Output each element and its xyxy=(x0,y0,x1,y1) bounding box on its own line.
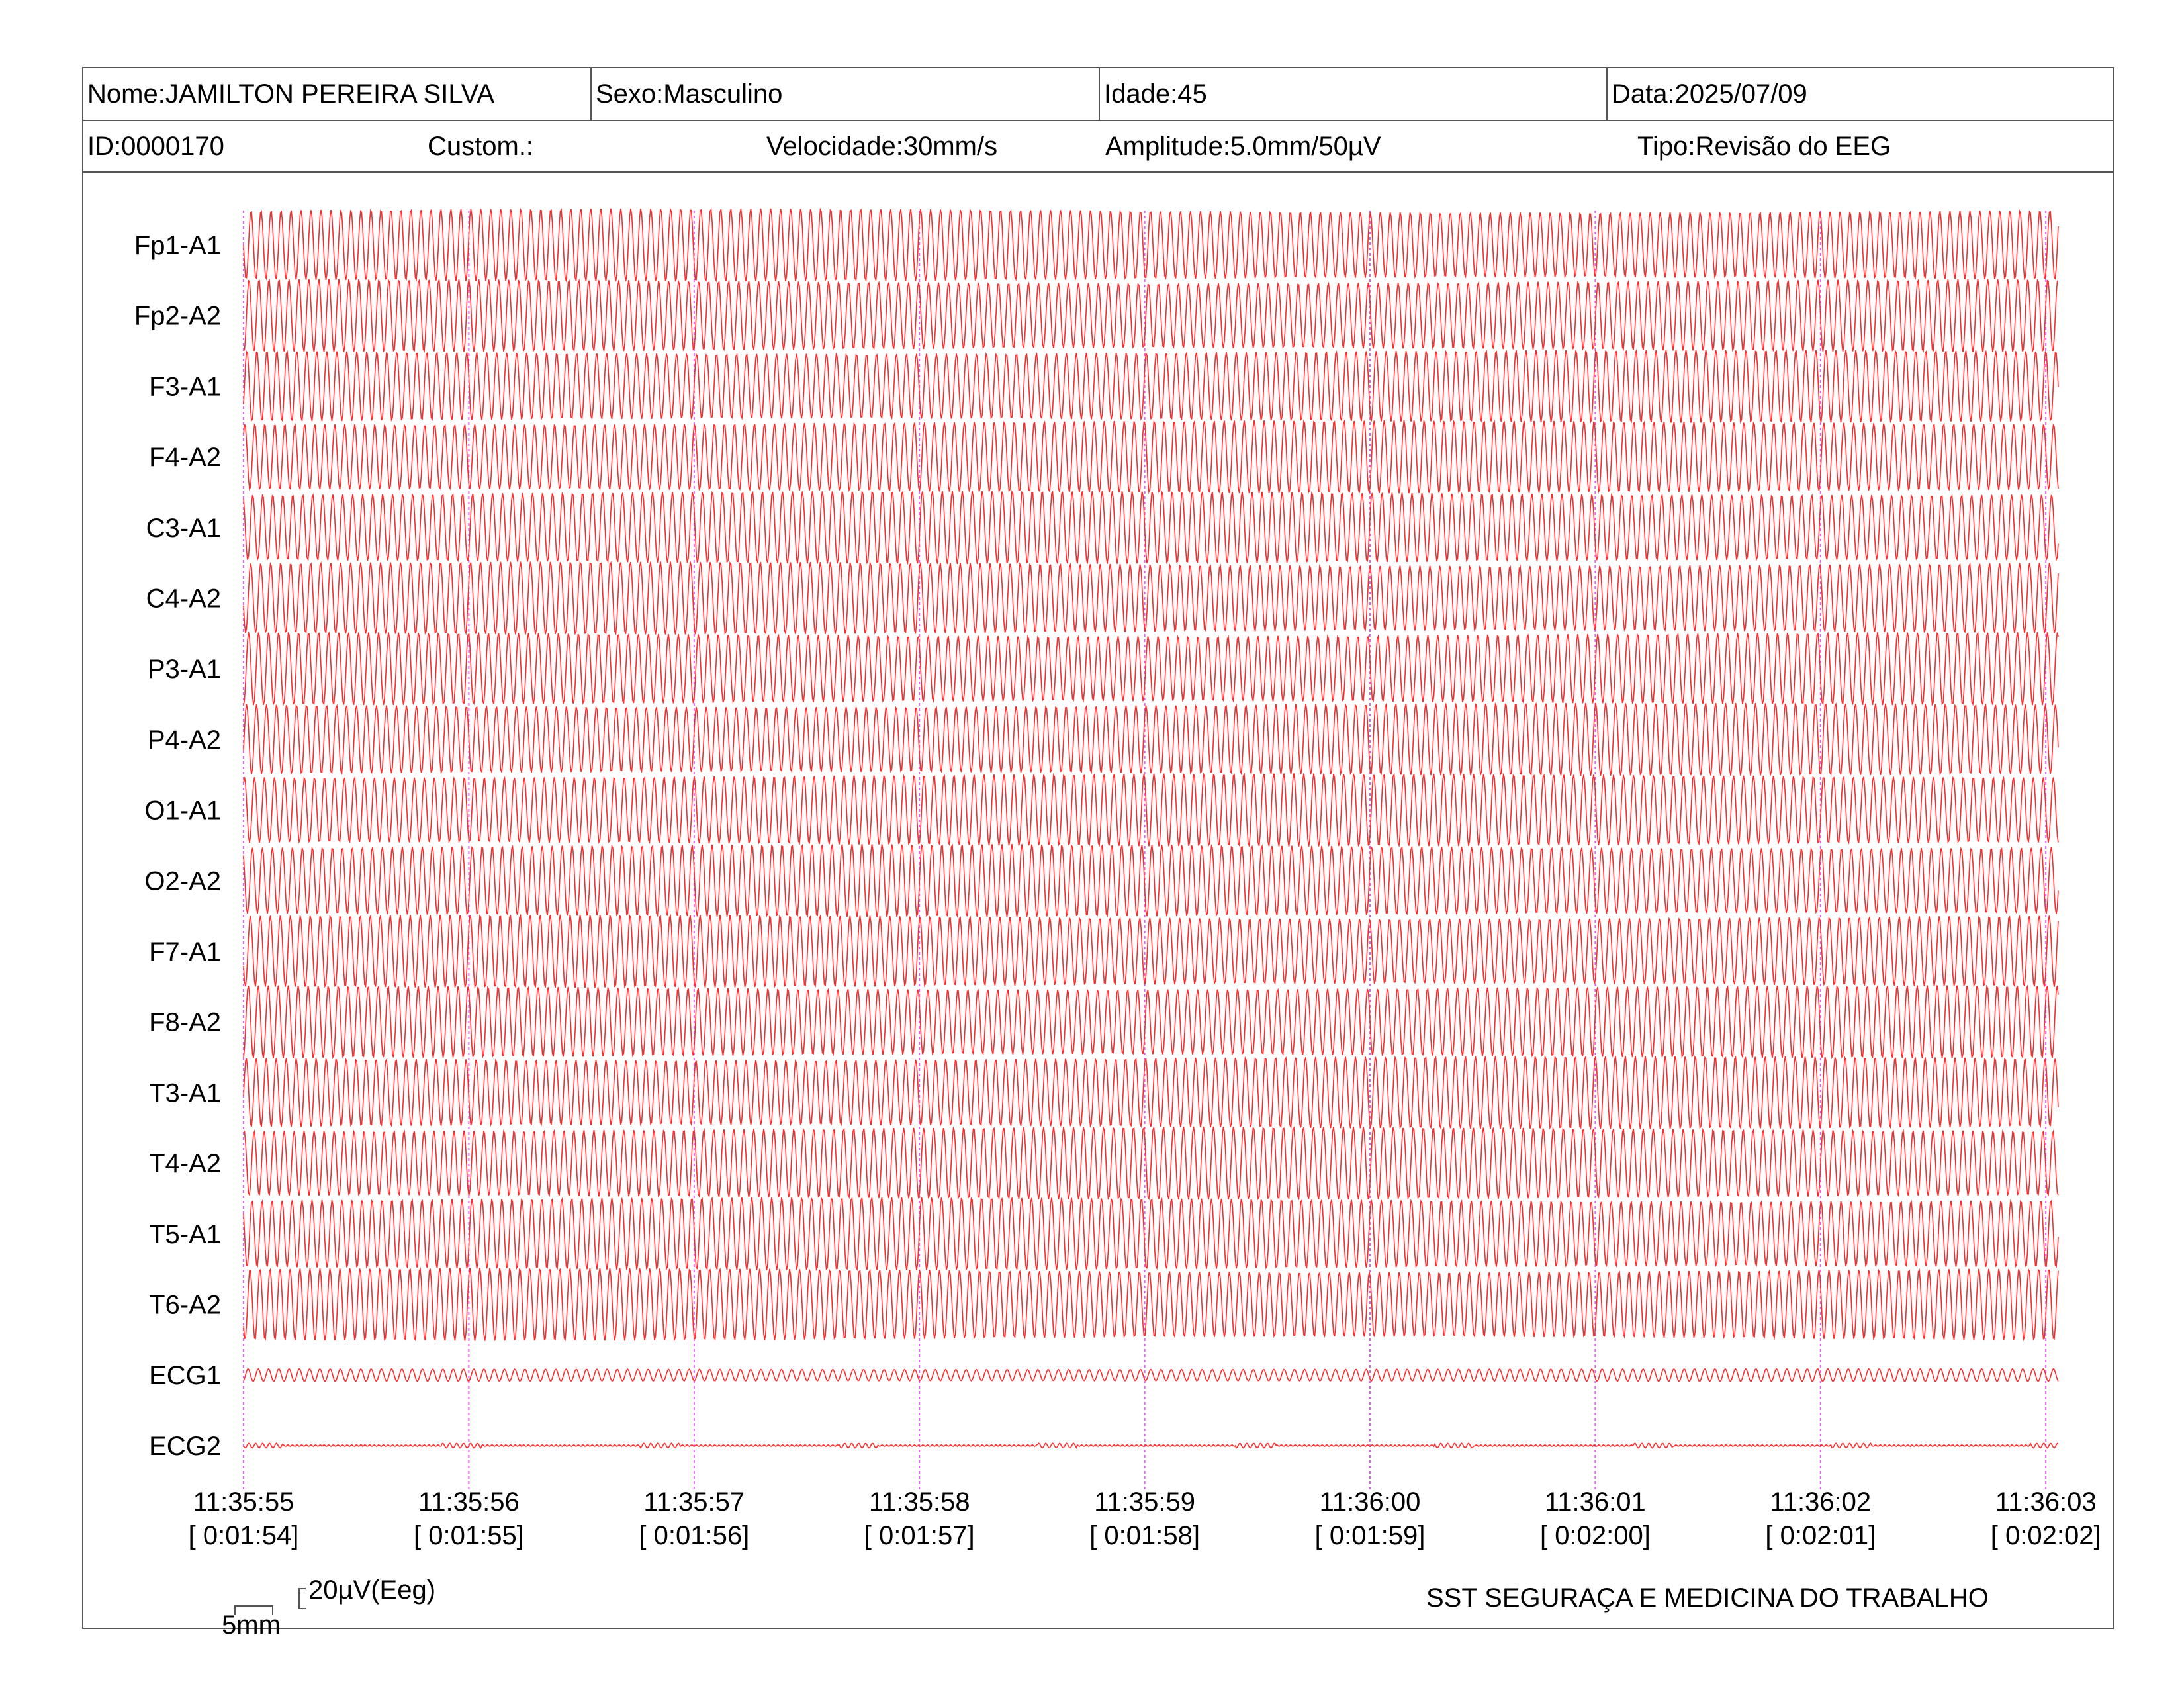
channel-trace xyxy=(243,207,2059,283)
channel-trace xyxy=(243,1368,2059,1382)
elapsed-tick-label: [ 0:01:59] xyxy=(1315,1521,1426,1550)
channel-trace xyxy=(243,1125,2059,1201)
channel-trace xyxy=(243,278,2059,353)
elapsed-tick-label: [ 0:01:56] xyxy=(639,1521,749,1550)
time-tick-label: 11:36:00 xyxy=(1320,1487,1421,1517)
channel-label: ECG1 xyxy=(149,1361,221,1390)
time-tick-label: 11:35:56 xyxy=(418,1487,520,1517)
time-tick-label: 11:36:01 xyxy=(1545,1487,1646,1517)
amplitude-scale-label: 20µV(Eeg) xyxy=(308,1575,435,1605)
channel-trace xyxy=(243,914,2059,989)
channel-label: P3-A1 xyxy=(148,655,221,684)
channel-trace xyxy=(243,1442,2059,1450)
channel-trace xyxy=(243,348,2059,424)
channel-trace xyxy=(243,772,2059,848)
channel-trace xyxy=(243,1055,2059,1131)
scale-bar-icon xyxy=(234,1588,306,1615)
elapsed-tick-label: [ 0:02:01] xyxy=(1765,1521,1876,1550)
channel-trace xyxy=(243,561,2059,636)
channel-label: T3-A1 xyxy=(149,1078,221,1107)
channel-trace xyxy=(243,1267,2059,1342)
elapsed-tick-label: [ 0:02:00] xyxy=(1540,1521,1651,1550)
patient-name: Nome:JAMILTON PEREIRA SILVA xyxy=(83,68,592,120)
channel-trace xyxy=(243,1196,2059,1272)
patient-id: ID:0000170 xyxy=(87,132,224,161)
exam-type: Tipo:Revisão do EEG xyxy=(1637,132,1891,161)
eeg-report-frame: Nome:JAMILTON PEREIRA SILVA Sexo:Masculi… xyxy=(82,67,2114,1629)
channel-label: T5-A1 xyxy=(149,1220,221,1249)
patient-sex: Sexo:Masculino xyxy=(592,68,1100,120)
channel-labels: Fp1-A1 Fp2-A2 F3-A1 F4-A2 C3-A1 C4-A2 P3-A1 P4-… xyxy=(134,231,221,1461)
channel-trace xyxy=(243,702,2059,776)
channel-label: C4-A2 xyxy=(146,585,221,614)
channel-label: C3-A1 xyxy=(146,514,221,543)
channel-label: Fp1-A1 xyxy=(134,231,221,260)
speed-setting: Velocidade:30mm/s xyxy=(766,132,998,161)
channel-trace xyxy=(243,419,2059,494)
channel-label: F8-A2 xyxy=(149,1008,221,1037)
channel-label: O2-A2 xyxy=(144,867,221,896)
exam-date: Data:2025/07/09 xyxy=(1612,79,1807,109)
elapsed-tick-label: [ 0:01:55] xyxy=(414,1521,524,1550)
elapsed-tick-label: [ 0:01:54] xyxy=(189,1521,299,1550)
time-scale-label: 5mm xyxy=(222,1611,281,1640)
company-name: SST SEGURAÇA E MEDICINA DO TRABALHO xyxy=(1426,1583,1989,1613)
channel-label: F4-A2 xyxy=(149,443,221,472)
time-tick-label: 11:35:57 xyxy=(643,1487,745,1517)
elapsed-tick-label: [ 0:01:57] xyxy=(864,1521,975,1550)
channel-label: T6-A2 xyxy=(149,1291,221,1320)
time-tick-label: 11:35:58 xyxy=(869,1487,970,1517)
channel-trace xyxy=(243,843,2059,918)
time-tick-label: 11:35:55 xyxy=(193,1487,295,1517)
channel-label: T4-A2 xyxy=(149,1149,221,1178)
time-tick-label: 11:36:03 xyxy=(1995,1487,2097,1517)
channel-label: Fp2-A2 xyxy=(134,302,221,331)
time-axis: 11:35:55 [ 0:01:54] 11:35:56 [ 0:01:55] 11:3… xyxy=(189,1487,2101,1550)
header-row-1: Nome:JAMILTON PEREIRA SILVA Sexo:Masculi… xyxy=(83,68,2113,121)
channel-label: P4-A2 xyxy=(148,726,221,755)
channel-trace xyxy=(243,984,2059,1060)
time-tick-label: 11:36:02 xyxy=(1770,1487,1871,1517)
elapsed-tick-label: [ 0:01:58] xyxy=(1089,1521,1200,1550)
channel-trace xyxy=(243,631,2059,706)
channel-trace xyxy=(243,490,2059,565)
amplitude-setting: Amplitude:5.0mm/50µV xyxy=(1105,132,1381,161)
elapsed-tick-label: [ 0:02:02] xyxy=(1991,1521,2101,1550)
eeg-traces xyxy=(243,207,2059,1450)
channel-label: ECG2 xyxy=(149,1432,221,1461)
custom-field: Custom.: xyxy=(428,132,534,161)
patient-age: Idade:45 xyxy=(1100,68,1608,120)
channel-label: F7-A1 xyxy=(149,937,221,966)
header-row-2: ID:0000170 Custom.: Velocidade:30mm/s Am… xyxy=(83,121,2113,173)
channel-label: O1-A1 xyxy=(144,796,221,825)
channel-label: F3-A1 xyxy=(149,372,221,401)
time-tick-label: 11:35:59 xyxy=(1094,1487,1195,1517)
